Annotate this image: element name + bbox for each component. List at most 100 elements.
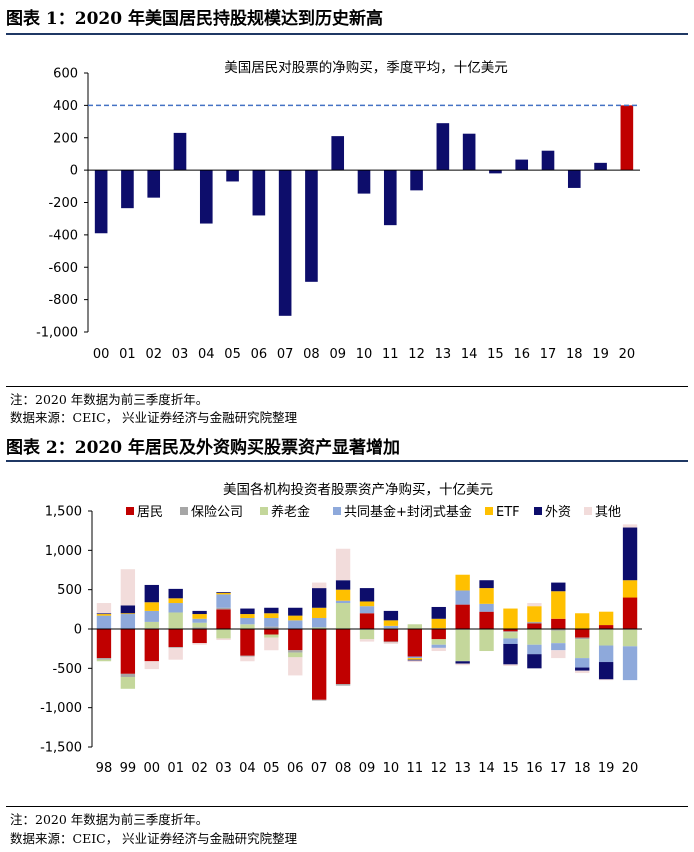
chart2-bar-foreign bbox=[192, 610, 207, 615]
chart2-bar-insurance bbox=[264, 626, 279, 629]
chart2-bar-funds bbox=[431, 644, 446, 648]
chart2-y-tick-label: -500 bbox=[52, 662, 82, 677]
chart2-bar-insurance bbox=[240, 655, 255, 657]
chart2-bar-residents bbox=[479, 611, 494, 629]
chart1-x-tick-label: 14 bbox=[461, 347, 478, 362]
chart1: 美国居民对股票的净购买，季度平均，十亿美元 6004002000-200-400… bbox=[36, 60, 640, 362]
chart2-bar-funds bbox=[359, 606, 375, 614]
chart1-bar bbox=[567, 170, 581, 188]
chart2-bar-etf bbox=[455, 574, 470, 591]
chart2-bar-residents bbox=[216, 609, 231, 629]
legend-label-etf: ETF bbox=[496, 505, 520, 520]
chart1-bar bbox=[383, 170, 397, 226]
chart1-y-tick-label: 200 bbox=[53, 131, 78, 146]
chart2-bar-foreign bbox=[575, 667, 590, 671]
chart2-bar-other bbox=[527, 603, 542, 607]
chart2-bar-other bbox=[144, 661, 159, 670]
chart2-bar-foreign bbox=[288, 607, 303, 616]
chart2-bar-funds bbox=[120, 614, 136, 629]
chart2-bar-etf bbox=[240, 614, 255, 618]
chart2-bar-other bbox=[312, 582, 327, 589]
chart2-bar-etf bbox=[407, 658, 422, 660]
chart2-bar-etf bbox=[312, 607, 327, 618]
chart1-y-tick-label: -1,000 bbox=[36, 326, 78, 341]
chart1-y-tick-label: 0 bbox=[70, 164, 78, 179]
chart2-x-tick-label: 04 bbox=[239, 761, 256, 776]
legend-label-residents: 居民 bbox=[137, 505, 163, 520]
chart2-bar-funds bbox=[192, 618, 207, 623]
legend-swatch-etf bbox=[485, 507, 493, 515]
chart2-bar-funds bbox=[503, 638, 518, 644]
chart2-bar-etf bbox=[527, 606, 542, 622]
chart2-bar-insurance bbox=[168, 647, 183, 648]
chart2-bar-funds bbox=[455, 590, 470, 605]
chart1-bar bbox=[199, 170, 213, 224]
chart2-bar-pension bbox=[575, 639, 590, 659]
chart2-bar-funds bbox=[216, 594, 231, 608]
chart2-bar-other bbox=[168, 647, 183, 660]
chart2-bar-residents bbox=[144, 629, 159, 662]
figure1-title: 图表 1：2020 年美国居民持股规模达到历史新高 bbox=[6, 9, 383, 29]
chart2-bar-pension bbox=[335, 603, 351, 629]
chart2-bar-foreign bbox=[479, 580, 494, 589]
chart2-bar-residents bbox=[503, 629, 518, 632]
chart2-bar-etf bbox=[431, 618, 446, 629]
chart2-x-tick-label: 12 bbox=[430, 761, 447, 776]
chart2-x-tick-label: 14 bbox=[478, 761, 495, 776]
chart2-bar-foreign bbox=[240, 608, 255, 615]
chart2-x-tick-label: 17 bbox=[550, 761, 567, 776]
chart2-bar-residents bbox=[598, 625, 614, 629]
chart2-bar-funds bbox=[575, 658, 590, 668]
chart2-bar-foreign bbox=[335, 580, 351, 590]
chart2-bar-residents bbox=[551, 618, 566, 629]
chart2-bar-residents bbox=[527, 623, 542, 629]
chart1-y-tick-label: -400 bbox=[48, 228, 78, 243]
chart2-bar-residents bbox=[312, 629, 327, 700]
chart1-x-tick-label: 16 bbox=[513, 347, 530, 362]
figure1-bottom-rule bbox=[6, 386, 688, 387]
chart1-x-tick-label: 20 bbox=[619, 347, 636, 362]
chart2-bar-pension bbox=[503, 632, 518, 639]
chart2-x-tick-label: 06 bbox=[287, 761, 304, 776]
chart1-x-tick-label: 08 bbox=[303, 347, 320, 362]
figure2-top-rule bbox=[6, 460, 688, 462]
chart2-bar-foreign bbox=[359, 588, 375, 602]
chart2-bar-residents bbox=[192, 629, 207, 644]
chart2-x-tick-label: 00 bbox=[144, 761, 161, 776]
chart2-bar-etf bbox=[216, 592, 231, 595]
chart2-bar-other bbox=[335, 548, 351, 581]
chart1-x-tick-label: 01 bbox=[119, 347, 136, 362]
chart2-bar-foreign bbox=[598, 662, 614, 680]
chart2: 美国各机构投资者股票资产净购买，十亿美元 居民 保险公司 养老金 共同基金+封闭式基金… bbox=[40, 482, 642, 776]
legend-swatch-pension bbox=[260, 507, 268, 515]
chart1-y-tick-label: -600 bbox=[48, 261, 78, 276]
chart2-bar-insurance bbox=[120, 673, 136, 677]
chart2-bar-funds bbox=[598, 645, 614, 663]
chart2-bar-residents bbox=[575, 629, 590, 638]
figure1-source: 数据来源：CEIC， 兴业证券经济与金融研究院整理 bbox=[10, 410, 298, 425]
chart1-x-tick-label: 18 bbox=[566, 347, 583, 362]
chart2-bar-funds bbox=[144, 610, 159, 622]
chart2-bar-insurance bbox=[96, 658, 112, 660]
chart2-bar-foreign bbox=[407, 659, 422, 661]
chart2-bar-etf bbox=[120, 613, 136, 615]
chart2-bar-etf bbox=[168, 598, 183, 604]
chart1-x-tick-label: 07 bbox=[277, 347, 294, 362]
legend-swatch-foreign bbox=[534, 507, 542, 515]
chart2-bar-residents bbox=[455, 604, 470, 629]
chart2-bar-pension bbox=[527, 629, 542, 645]
chart2-y-tick-label: -1,500 bbox=[40, 741, 82, 756]
chart2-bar-funds bbox=[479, 603, 494, 612]
chart2-bar-other bbox=[192, 643, 207, 645]
chart1-bar bbox=[489, 170, 502, 174]
chart2-bar-other bbox=[216, 638, 231, 641]
chart2-bar-funds bbox=[407, 656, 422, 659]
chart2-x-tick-label: 20 bbox=[622, 761, 639, 776]
chart1-bar bbox=[305, 170, 318, 282]
chart2-bar-residents bbox=[168, 629, 183, 648]
chart1-x-tick-label: 03 bbox=[172, 347, 189, 362]
figure1-note: 注：2020 年数据为前三季度折年。 bbox=[10, 392, 209, 407]
chart1-title: 美国居民对股票的净购买，季度平均，十亿美元 bbox=[224, 60, 508, 76]
chart2-bar-pension bbox=[455, 629, 470, 662]
chart2-bar-funds bbox=[335, 600, 351, 604]
